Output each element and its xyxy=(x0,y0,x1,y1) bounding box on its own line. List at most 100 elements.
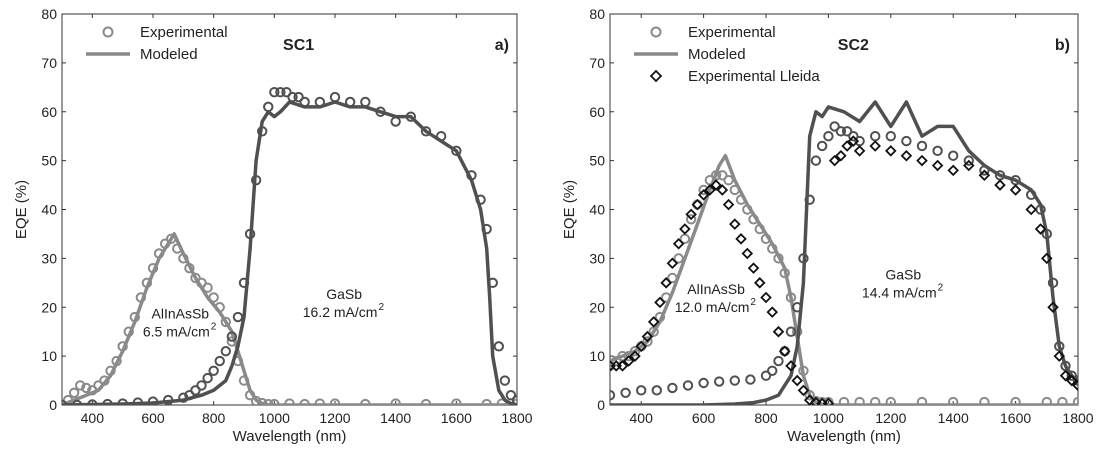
data-point-experimental xyxy=(773,355,784,367)
data-point-experimental xyxy=(196,380,207,391)
data-point-experimental xyxy=(275,87,286,98)
data-point-experimental xyxy=(208,365,219,376)
data-point-experimental-lleida xyxy=(828,154,841,167)
data-point-experimental xyxy=(717,170,728,181)
data-point-experimental-lleida xyxy=(691,198,704,211)
legend-entry: Experimental Lleida xyxy=(688,68,820,85)
data-point-experimental-lleida xyxy=(841,140,853,152)
chart-title: SC2 xyxy=(838,37,869,54)
data-point-experimental xyxy=(190,272,201,284)
data-point-experimental xyxy=(870,396,881,405)
y-tick-label: 20 xyxy=(589,299,605,315)
data-point-experimental xyxy=(420,126,432,137)
annotation-current: 12.0 mA/cm xyxy=(675,299,750,315)
data-point-experimental xyxy=(202,372,213,384)
data-point-experimental xyxy=(620,387,631,398)
data-point-experimental-lleida xyxy=(622,355,635,367)
data-point-experimental-lleida xyxy=(704,184,716,196)
y-tick-label: 50 xyxy=(589,153,605,169)
data-point-experimental xyxy=(673,253,684,264)
y-tick-label: 0 xyxy=(49,397,57,413)
data-point-experimental-lleida xyxy=(1053,350,1066,362)
data-point-experimental xyxy=(1072,375,1078,386)
data-point-experimental xyxy=(810,155,822,166)
y-tick-label: 10 xyxy=(41,348,57,364)
chart-title: SC1 xyxy=(283,37,314,54)
data-point-experimental-lleida xyxy=(931,159,944,172)
data-point-experimental-lleida xyxy=(679,223,691,235)
x-tick-label: 800 xyxy=(754,410,778,426)
data-point-experimental-lleida xyxy=(710,179,722,191)
y-tick-label: 10 xyxy=(589,348,605,364)
y-tick-label: 40 xyxy=(589,202,605,218)
data-point-experimental xyxy=(885,130,896,142)
data-point-experimental xyxy=(499,375,511,386)
data-point-experimental-lleida xyxy=(1009,184,1022,196)
data-point-experimental xyxy=(979,396,990,405)
data-point-experimental-lleida xyxy=(994,179,1006,191)
data-point-experimental-lleida xyxy=(654,296,666,309)
data-point-experimental xyxy=(220,346,232,357)
data-point-experimental-lleida xyxy=(729,218,741,230)
chart-panel-b: 400 600 800 1000 1200 1400 1600 1800 0 10 20 30 40 50… xyxy=(561,6,1094,445)
legend-marker-diamond xyxy=(649,69,663,83)
data-point-experimental xyxy=(1041,396,1052,405)
plot-area xyxy=(61,13,518,406)
data-point-experimental xyxy=(281,87,292,98)
data-point-experimental xyxy=(835,126,847,137)
x-tick-label: 1000 xyxy=(813,410,844,426)
data-point-experimental xyxy=(1010,396,1021,405)
data-point-experimental xyxy=(610,390,616,401)
data-point-experimental xyxy=(190,385,201,396)
y-tick-label: 40 xyxy=(41,202,57,218)
data-point-experimental-lleida xyxy=(697,189,710,201)
data-point-experimental xyxy=(848,130,859,142)
data-point-experimental xyxy=(760,370,772,381)
data-point-experimental xyxy=(232,311,244,323)
data-point-experimental xyxy=(841,126,853,137)
data-point-experimental-lleida xyxy=(722,198,735,211)
series-layer xyxy=(610,100,1078,405)
data-point-experimental-lleida xyxy=(666,257,679,270)
panel-label: b) xyxy=(1055,37,1070,54)
data-point-experimental-lleida xyxy=(672,237,685,250)
y-tick-label: 30 xyxy=(589,250,605,266)
data-point-experimental-lleida xyxy=(847,135,860,147)
y-tick-label: 50 xyxy=(41,153,57,169)
data-point-experimental-lleida xyxy=(978,169,991,182)
data-point-experimental xyxy=(963,155,974,166)
data-point-experimental-lleida xyxy=(853,145,866,157)
data-point-experimental xyxy=(948,396,959,405)
x-tick-label: 1000 xyxy=(259,410,290,426)
data-point-experimental-lleida xyxy=(716,184,729,196)
data-point-experimental xyxy=(293,91,304,103)
legend-marker-circle xyxy=(102,26,114,38)
y-tick-label: 80 xyxy=(41,6,57,22)
series-layer xyxy=(62,87,517,405)
x-tick-label: 800 xyxy=(202,410,226,426)
x-tick-label: 600 xyxy=(141,410,165,426)
data-point-experimental xyxy=(667,382,678,394)
data-point-experimental xyxy=(651,385,662,396)
data-point-experimental-lleida xyxy=(747,262,760,274)
data-point-experimental xyxy=(68,387,80,398)
data-point-experimental xyxy=(685,214,697,225)
data-point-experimental-lleida xyxy=(629,350,641,362)
y-axis-label: EQE (%) xyxy=(13,180,30,239)
x-tick-label: 600 xyxy=(692,410,716,426)
y-tick-label: 30 xyxy=(41,250,57,266)
data-point-experimental-lleida xyxy=(822,397,835,405)
data-point-experimental-lleida xyxy=(1025,203,1037,216)
data-point-experimental xyxy=(505,390,517,401)
data-point-experimental-lleida xyxy=(791,374,803,387)
data-point-experimental xyxy=(81,382,92,394)
data-point-experimental-lleida xyxy=(947,164,959,177)
data-point-experimental xyxy=(901,135,912,147)
data-point-experimental-lleida xyxy=(1072,379,1078,392)
x-tick-label: 1800 xyxy=(1062,410,1093,426)
data-point-experimental xyxy=(451,145,462,157)
data-point-experimental xyxy=(816,140,828,152)
data-point-experimental-lleida xyxy=(916,154,928,167)
data-point-experimental-lleida xyxy=(797,384,810,397)
data-point-experimental xyxy=(682,380,694,391)
